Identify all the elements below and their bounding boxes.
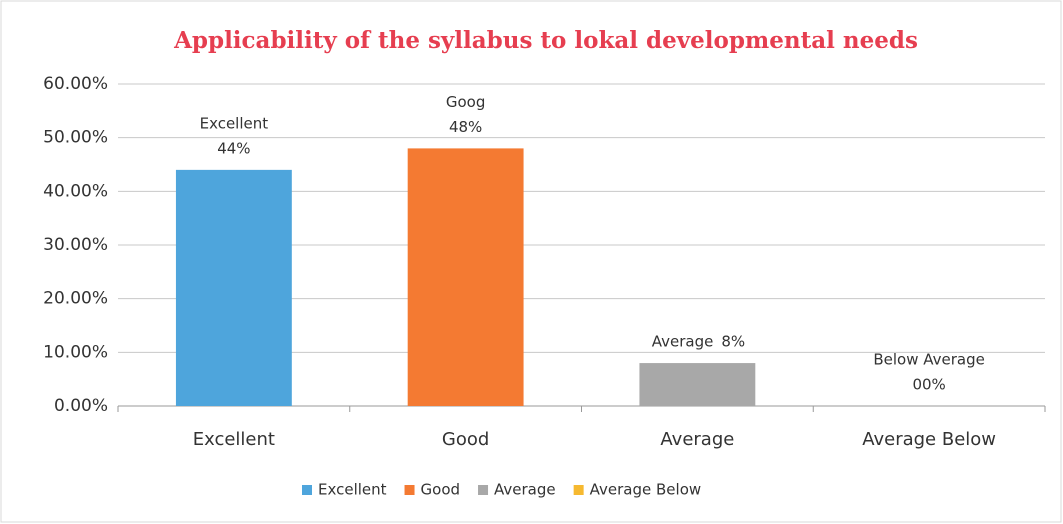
bar: [639, 363, 756, 406]
x-tick-label: Excellent: [193, 429, 275, 450]
data-label-name: Goog: [446, 93, 486, 111]
y-tick-label: 0.00%: [54, 396, 108, 416]
data-label: 8%: [721, 333, 745, 351]
legend-label: Average: [494, 481, 556, 499]
legend-label: Average Below: [590, 481, 702, 499]
y-tick-label: 40.00%: [43, 181, 108, 201]
data-label-name: Excellent: [200, 114, 269, 132]
chart-title: Applicability of the syllabus to lokal d…: [173, 27, 918, 54]
legend-label: Excellent: [318, 481, 387, 499]
x-tick-label: Good: [442, 429, 489, 450]
x-tick-label: Average: [660, 429, 734, 450]
legend-label: Good: [421, 481, 461, 499]
data-label: 00%: [912, 376, 945, 394]
legend-swatch: [573, 485, 584, 495]
legend-swatch: [478, 485, 489, 495]
data-label-name: Below Average: [873, 351, 985, 369]
y-tick-label: 10.00%: [43, 342, 108, 362]
data-label: 44%: [217, 139, 250, 157]
bar: [407, 148, 524, 406]
y-tick-label: 50.00%: [43, 128, 108, 148]
legend-swatch: [302, 485, 312, 495]
y-tick-label: 20.00%: [43, 289, 108, 309]
x-tick-label: Average Below: [862, 429, 996, 450]
data-label-name: Average: [652, 333, 714, 351]
y-tick-label: 30.00%: [43, 235, 108, 255]
data-label: 48%: [449, 118, 482, 136]
bar: [175, 169, 292, 406]
y-tick-label: 60.00%: [43, 74, 108, 94]
legend-swatch: [404, 485, 415, 495]
